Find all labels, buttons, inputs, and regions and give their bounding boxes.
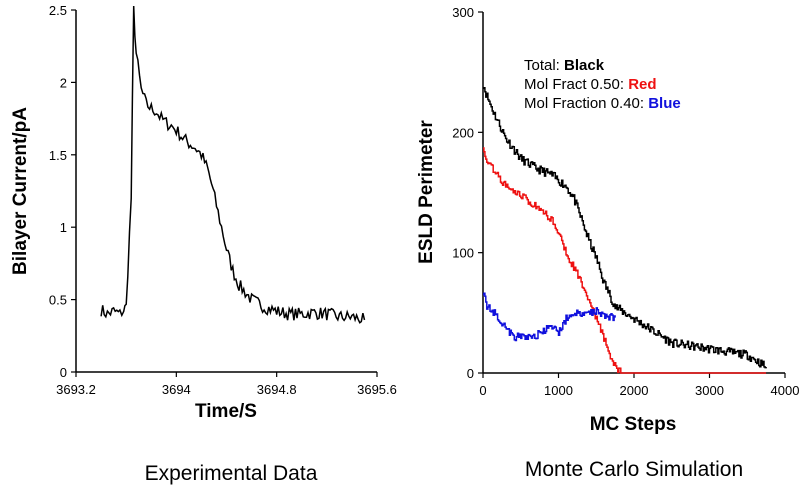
left-y-tick-label: 1	[60, 220, 67, 235]
legend-red-key: Red	[628, 76, 656, 93]
right-y-tick-label: 100	[452, 246, 474, 261]
legend-blue-prefix: Mol Fraction 0.40:	[524, 95, 648, 112]
left-y-axis-label: Bilayer Current/pA	[10, 107, 31, 275]
caption-left: Experimental Data	[145, 462, 318, 485]
left-series-line	[100, 5, 366, 324]
right-y-tick-label: 300	[452, 5, 474, 20]
left-x-tick-label: 3693.2	[56, 382, 96, 397]
legend-entry-total: Total: Black	[524, 57, 605, 74]
caption-right: Monte Carlo Simulation	[525, 458, 743, 481]
legend-total-prefix: Total:	[524, 57, 564, 74]
legend-entry-red: Mol Fract 0.50: Red	[524, 76, 657, 93]
right-x-tick-label: 2000	[620, 383, 649, 398]
legend-entry-blue: Mol Fraction 0.40: Blue	[524, 95, 681, 112]
right-y-axis-label: ESLD Perimeter	[416, 120, 437, 264]
left-ticks: 3693.2 3694 3694.8 3695.6 0 0.5 1 1.5 2 2.5	[49, 3, 397, 397]
legend-red-prefix: Mol Fract 0.50:	[524, 76, 628, 93]
left-x-tick-label: 3694.8	[257, 382, 297, 397]
right-series-blue-line	[483, 292, 616, 342]
right-x-tick-label: 0	[479, 383, 486, 398]
right-series-red-line	[483, 147, 767, 374]
right-y-tick-label: 0	[467, 366, 474, 381]
right-x-axis-label: MC Steps	[590, 414, 677, 435]
left-y-tick-label: 0	[60, 365, 67, 380]
legend-blue-key: Blue	[648, 95, 681, 112]
right-x-tick-label: 3000	[695, 383, 724, 398]
right-series-total-line	[483, 86, 767, 369]
left-y-tick-label: 0.5	[49, 293, 67, 308]
legend-total-key: Black	[564, 57, 605, 74]
left-y-tick-label: 1.5	[49, 148, 67, 163]
right-y-tick-label: 200	[452, 125, 474, 140]
right-x-tick-label: 1000	[544, 383, 573, 398]
left-y-tick-label: 2	[60, 75, 67, 90]
left-x-tick-label: 3695.6	[357, 382, 397, 397]
left-y-tick-label: 2.5	[49, 3, 67, 18]
right-ticks: 0 1000 2000 3000 4000 0 100 200 300	[452, 5, 799, 398]
left-x-axis-label: Time/S	[195, 401, 257, 422]
left-x-tick-label: 3694	[162, 382, 191, 397]
right-x-tick-label: 4000	[771, 383, 800, 398]
left-chart: 3693.2 3694 3694.8 3695.6 0 0.5 1 1.5 2 2.5 Time/…	[10, 3, 397, 422]
legend: Total: Black Mol Fract 0.50: Red Mol Fra…	[524, 57, 681, 112]
right-chart: 0 1000 2000 3000 4000 0 100 200 300 MC Steps ESL…	[416, 5, 799, 435]
